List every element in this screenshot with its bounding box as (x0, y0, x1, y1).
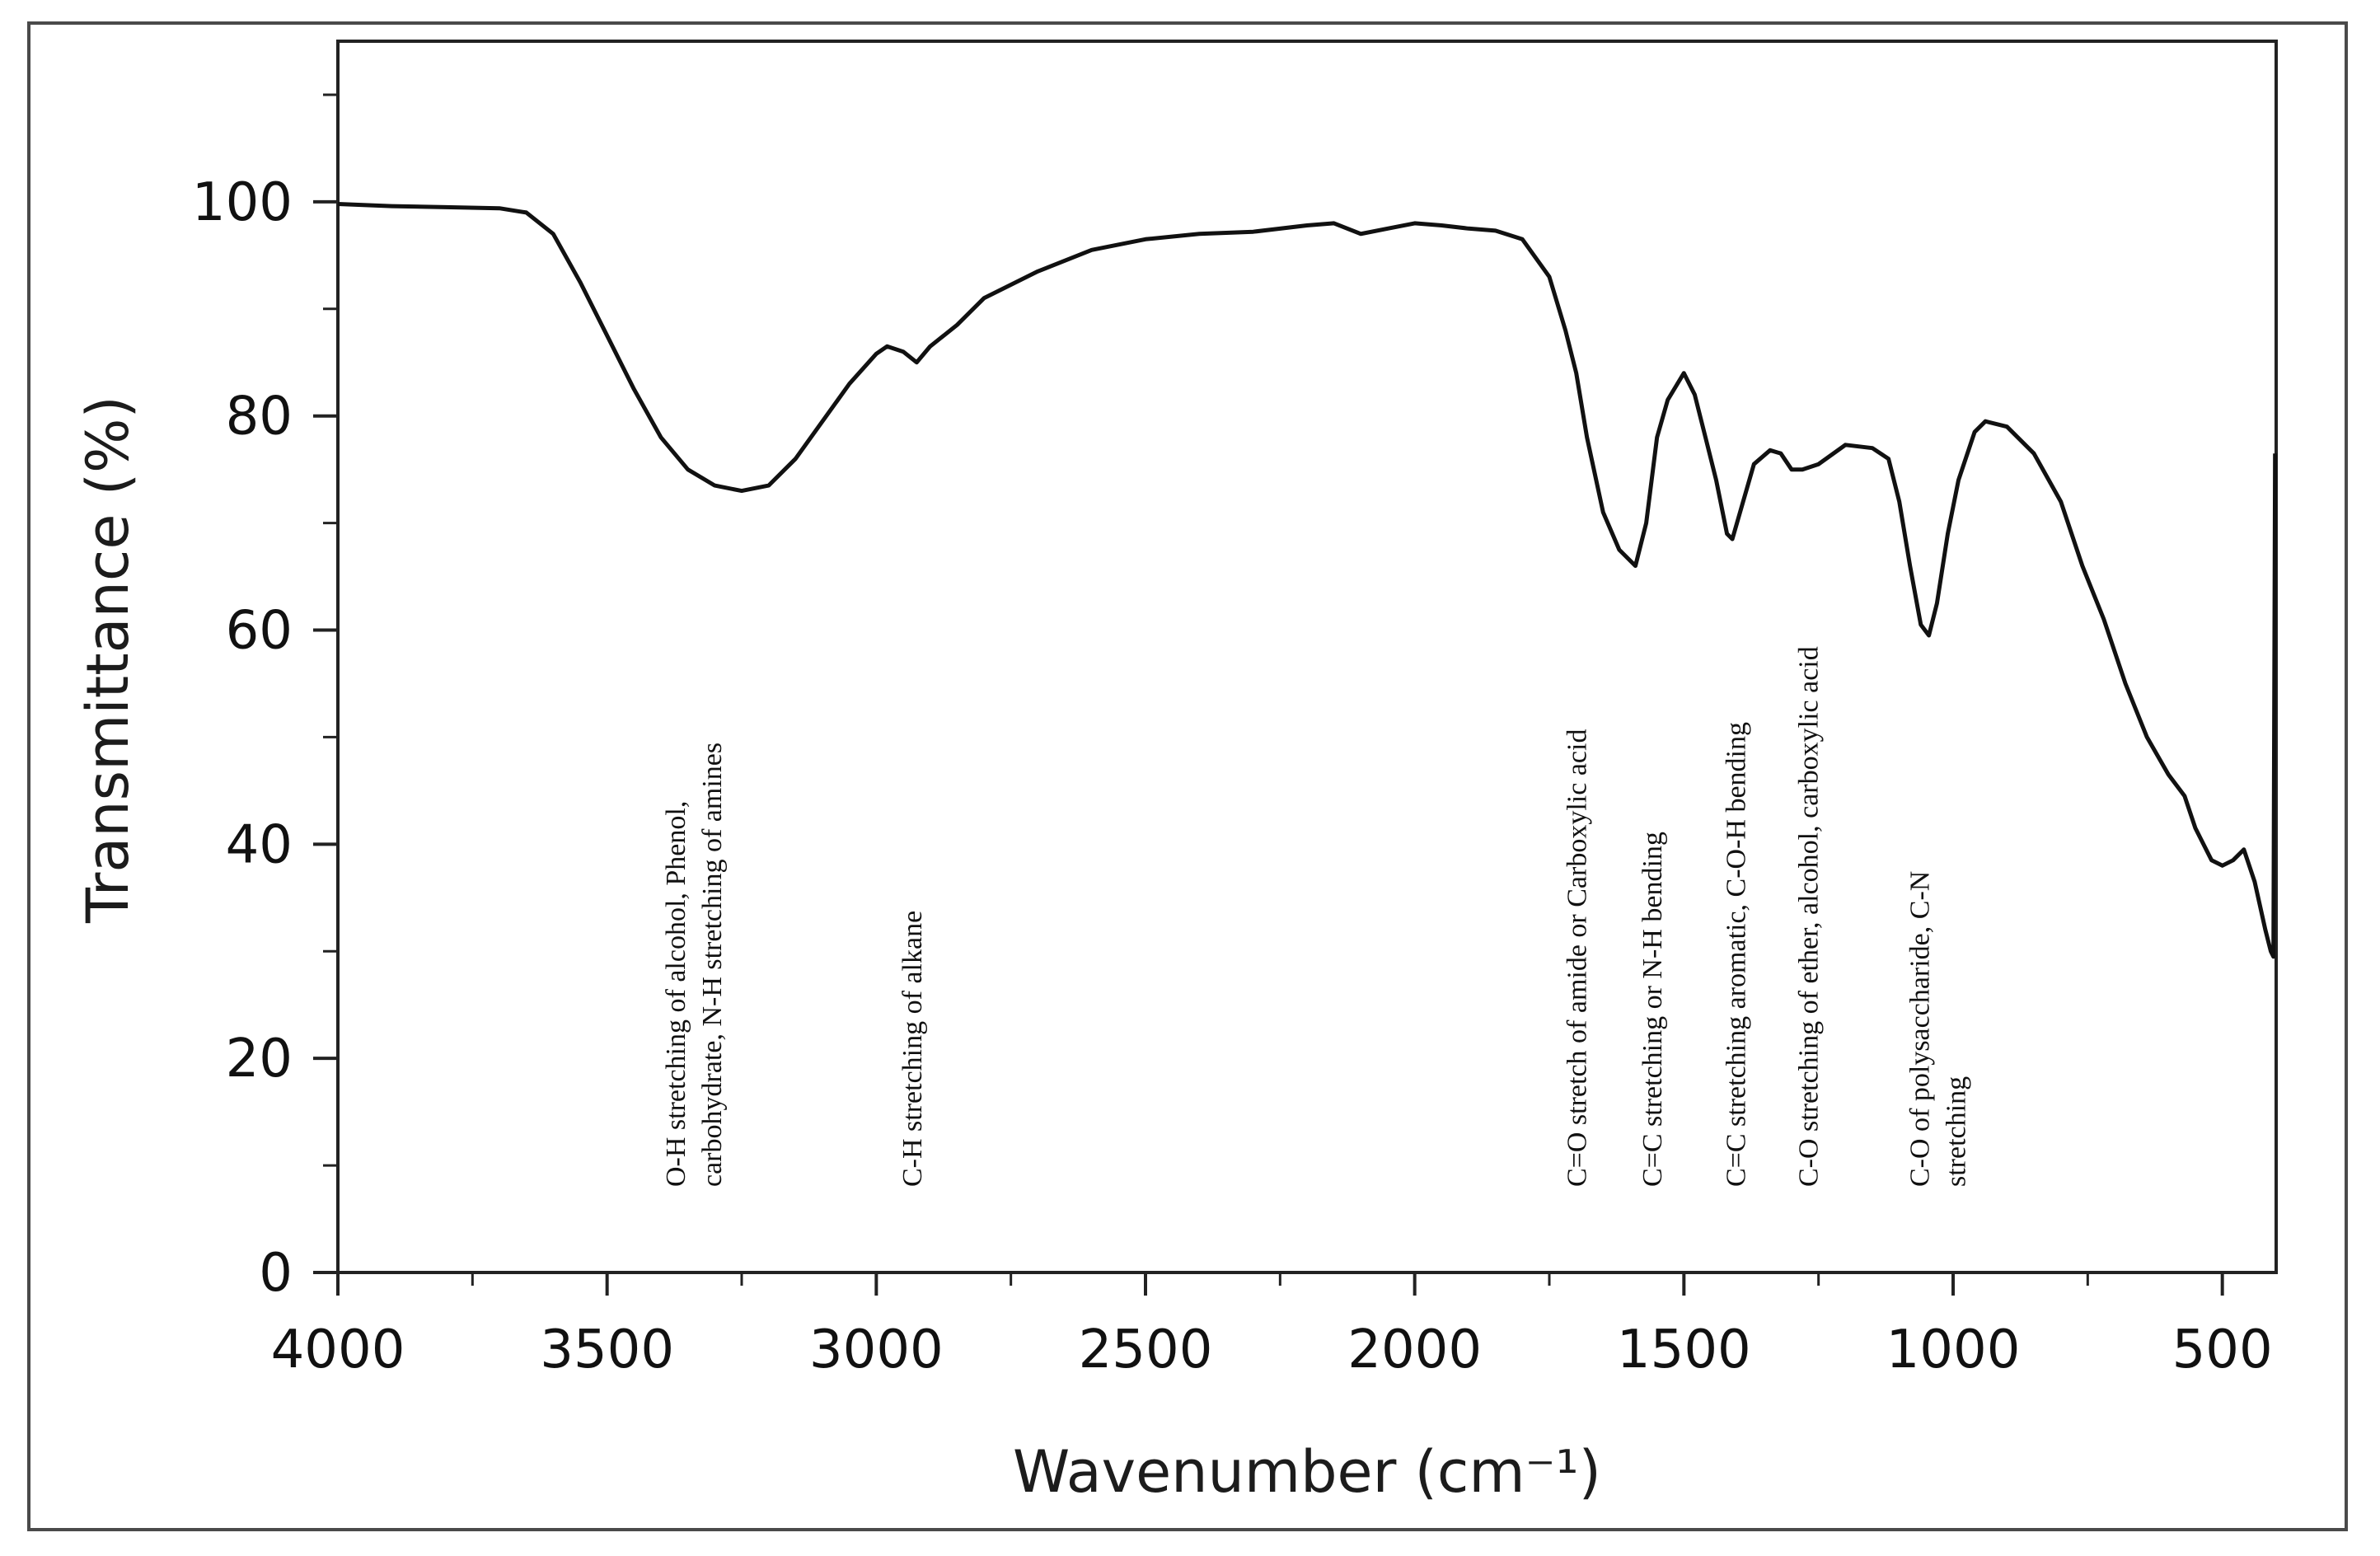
annotation-line: stretching (1941, 1076, 1971, 1187)
x-tick-labels: 4000 3500 3000 2500 2000 1500 1000 500 (271, 1319, 2273, 1380)
series-group (337, 202, 2278, 959)
annotation: C=O stretch of amide or Carboxylic acid (1562, 729, 1593, 1187)
annotation-line: C-H stretching of alkane (897, 911, 928, 1187)
x-tick-label: 500 (2172, 1319, 2273, 1380)
y-tick-label: 40 (226, 814, 293, 875)
y-tick-label: 80 (226, 387, 293, 448)
y-axis-title: Transmittance (%) (74, 396, 142, 924)
figure-frame (27, 21, 2348, 1531)
spectrum-line (337, 202, 2278, 959)
y-tick-label: 20 (226, 1029, 293, 1090)
annotations-group: O-H stretching of alcohol, Phenol, carboh… (661, 646, 1971, 1187)
y-tick-labels: 0 20 40 60 80 100 (192, 172, 293, 1304)
annotation-line: carbohydrate, N-H stretching of amines (697, 743, 728, 1187)
y-tick-label: 0 (259, 1243, 293, 1304)
y-tick-label: 60 (226, 601, 293, 662)
y-tick-label: 100 (192, 172, 293, 233)
annotation: C=C stretching or N-H bending (1637, 832, 1668, 1187)
annotation: O-H stretching of alcohol, Phenol, carboh… (661, 743, 728, 1187)
annotation-line: C-O stretching of ether, alcohol, carbox… (1794, 646, 1825, 1187)
x-tick-label: 2500 (1079, 1319, 1213, 1380)
x-tick-label: 1500 (1617, 1319, 1751, 1380)
annotation: C-O stretching of ether, alcohol, carbox… (1794, 646, 1825, 1187)
annotation-line: C-O of polysaccharide, C-N (1904, 871, 1935, 1187)
annotation-line: C=C stretching aromatic, C-O-H bending (1721, 722, 1751, 1187)
annotation: C-O of polysaccharide, C-N stretching (1904, 871, 1971, 1187)
x-tick-label: 3500 (540, 1319, 674, 1380)
x-tick-label: 1000 (1886, 1319, 2021, 1380)
annotation: C=C stretching aromatic, C-O-H bending (1721, 722, 1751, 1187)
annotation-line: C=C stretching or N-H bending (1637, 832, 1668, 1187)
annotation-line: O-H stretching of alcohol, Phenol, (661, 801, 691, 1187)
x-tick-label: 4000 (271, 1319, 405, 1380)
x-tick-label: 3000 (809, 1319, 944, 1380)
x-tick-label: 2000 (1347, 1319, 1482, 1380)
x-axis-title: Wavenumber (cm⁻¹) (1013, 1438, 1601, 1506)
annotation: C-H stretching of alkane (897, 911, 928, 1187)
axis-ticks (313, 93, 2224, 1296)
annotation-line: C=O stretch of amide or Carboxylic acid (1562, 729, 1593, 1187)
